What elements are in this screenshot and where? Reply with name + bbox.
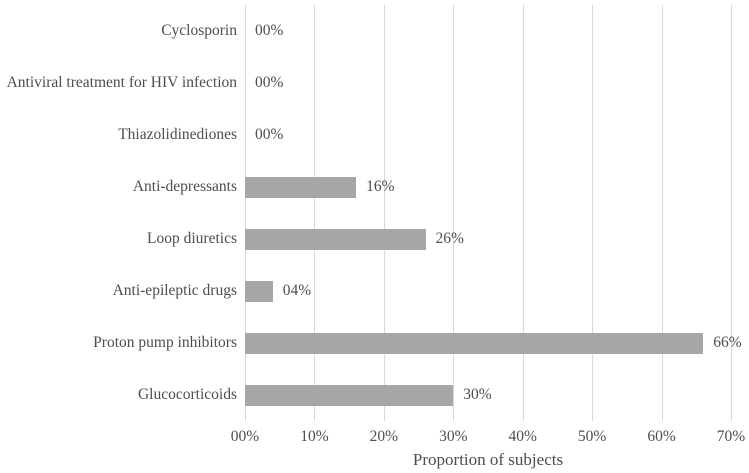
bar	[245, 332, 704, 354]
x-tick-label: 30%	[439, 428, 468, 445]
value-label: 00%	[255, 74, 284, 91]
plot-area: Cyclosporin 00% Antiviral treatment for HI…	[7, 5, 742, 421]
x-tick-label: 10%	[300, 428, 329, 445]
category-label: Anti-epileptic drugs	[112, 282, 237, 300]
bar-row: Proton pump inhibitors 66%	[93, 317, 742, 369]
category-label: Proton pump inhibitors	[93, 334, 237, 352]
gridline	[592, 5, 594, 421]
bar	[245, 280, 273, 302]
bar-row: Thiazolidinediones 00%	[118, 109, 731, 161]
x-tick-label: 60%	[647, 428, 676, 445]
value-label: 00%	[255, 126, 284, 143]
value-label: 00%	[255, 22, 284, 39]
category-label: Glucocorticoids	[137, 386, 237, 404]
x-tick-label: 50%	[577, 428, 607, 445]
bar-row: Antiviral treatment for HIV infection 00%	[7, 57, 731, 109]
gridline	[245, 5, 246, 421]
gridline	[661, 5, 663, 421]
value-label: 30%	[463, 386, 492, 403]
bar-row: Anti-epileptic drugs 04%	[113, 265, 731, 317]
category-label: Thiazolidinediones	[118, 126, 237, 144]
bar	[245, 384, 454, 406]
category-label: Anti-depressants	[132, 178, 237, 196]
gridline	[383, 5, 385, 421]
x-tick-label: 40%	[508, 428, 537, 445]
x-axis-title: Proportion of subjects	[412, 450, 564, 469]
x-tick-label: 00%	[230, 428, 260, 445]
bar-row: Loop diuretics 26%	[147, 213, 731, 265]
gridline	[731, 5, 732, 421]
gridline	[522, 5, 524, 421]
value-label: 66%	[713, 334, 742, 351]
value-label: 26%	[435, 230, 464, 247]
bar-row: Anti-depressants 16%	[133, 161, 731, 213]
bar	[245, 228, 426, 250]
bar-row: Glucocorticoids 30%	[138, 369, 731, 421]
gridline	[453, 5, 455, 421]
bar-row: Cyclosporin 00%	[161, 5, 731, 57]
value-label: 04%	[282, 282, 312, 299]
category-label: Loop diuretics	[147, 230, 237, 248]
bar	[245, 176, 357, 198]
category-label: Antiviral treatment for HIV infection	[6, 74, 237, 92]
category-label: Cyclosporin	[161, 22, 237, 40]
x-tick-label: 20%	[369, 428, 399, 445]
x-tick-label: 70%	[716, 428, 746, 445]
x-axis-ticks: 00% 10% 20% 30% 40% 50% 60% 70%	[231, 428, 745, 448]
gridline	[314, 5, 316, 421]
value-label: 16%	[366, 178, 395, 195]
